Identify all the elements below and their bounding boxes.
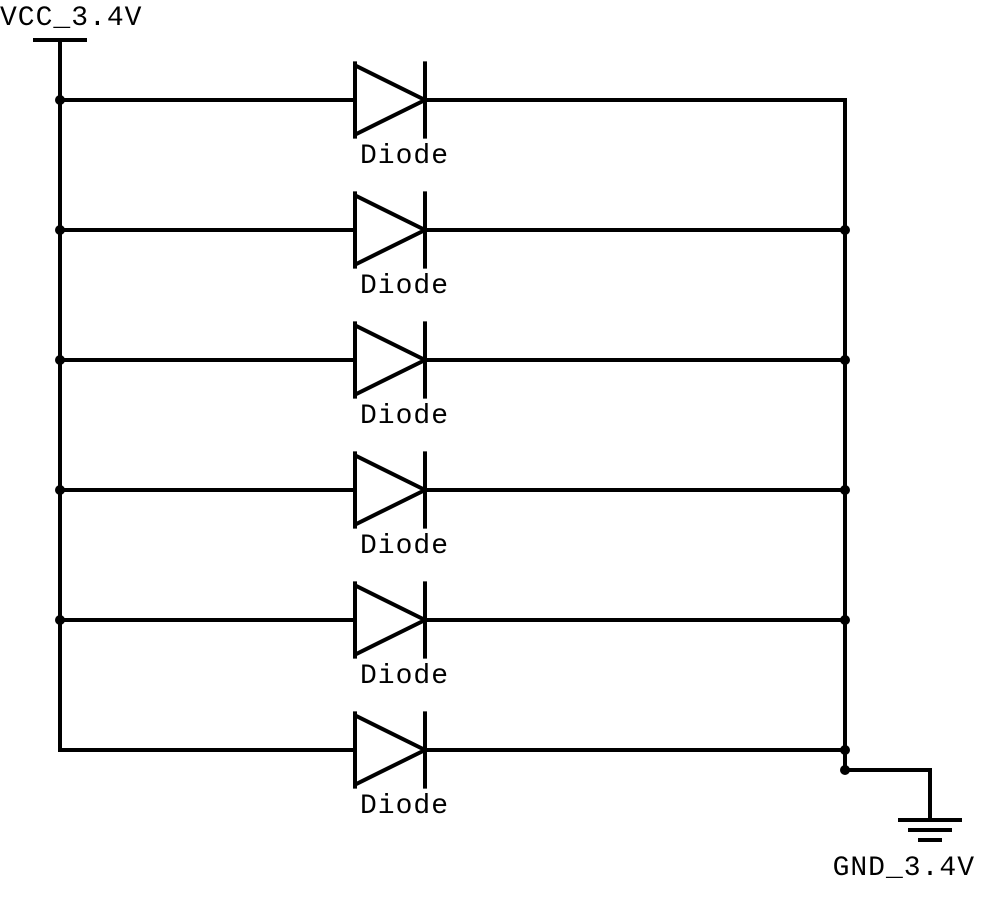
diode-icon: [355, 195, 425, 264]
diode-icon: [355, 455, 425, 524]
diode-row: Diode: [55, 193, 850, 302]
gnd-rail: GND_3.4V: [833, 100, 975, 884]
gnd-label: GND_3.4V: [833, 853, 975, 884]
diode-label: Diode: [360, 401, 449, 432]
diode-icon: [355, 715, 425, 784]
vcc-label: VCC_3.4V: [0, 3, 142, 34]
vcc-rail: VCC_3.4V: [0, 3, 142, 750]
diode-label: Diode: [360, 141, 449, 172]
diode-row: Diode: [55, 583, 850, 692]
diode-icon: [355, 325, 425, 394]
diode-label: Diode: [360, 661, 449, 692]
diode-label: Diode: [360, 271, 449, 302]
diode-icon: [355, 585, 425, 654]
diode-row: Diode: [55, 453, 850, 562]
diode-row: Diode: [55, 323, 850, 432]
circuit-diagram: VCC_3.4V GND_3.4V Diode Diode Diode Diode Diod…: [0, 0, 1000, 909]
diode-row: Diode: [55, 63, 845, 172]
diode-label: Diode: [360, 531, 449, 562]
diode-row: Diode: [60, 713, 850, 822]
diode-icon: [355, 65, 425, 134]
diode-label: Diode: [360, 791, 449, 822]
